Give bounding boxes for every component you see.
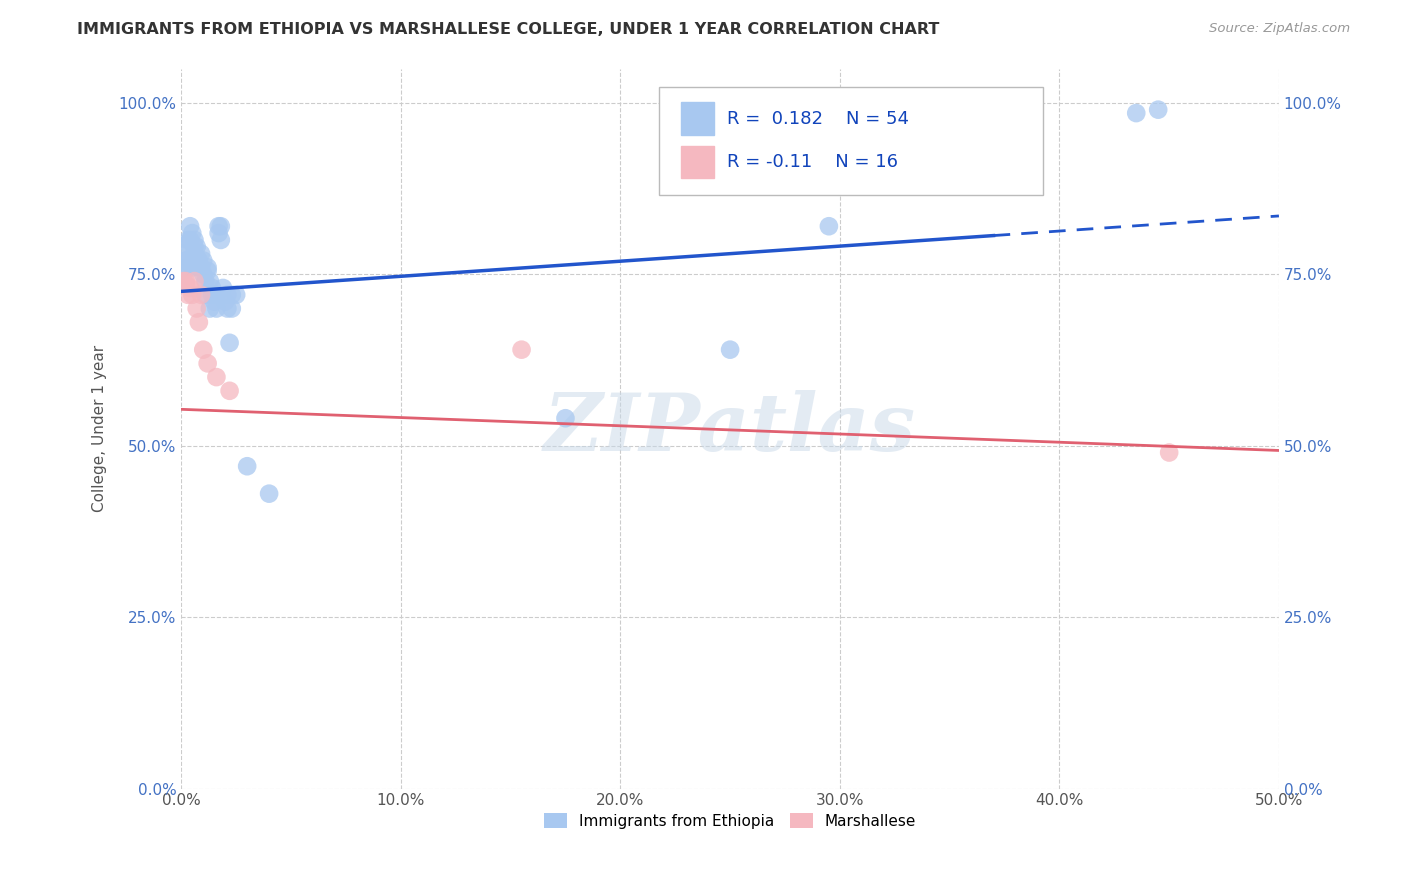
Point xyxy=(225,288,247,302)
Point xyxy=(209,219,232,234)
Point xyxy=(818,219,841,234)
Text: Source: ZipAtlas.com: Source: ZipAtlas.com xyxy=(1209,22,1350,36)
Point xyxy=(179,233,201,247)
Point xyxy=(190,288,212,302)
Bar xyxy=(681,145,714,178)
Point xyxy=(221,288,243,302)
Point xyxy=(183,274,205,288)
Point xyxy=(174,274,197,288)
Bar xyxy=(681,103,714,135)
Point xyxy=(174,246,197,260)
Point xyxy=(197,264,219,278)
Point xyxy=(181,260,204,275)
Point xyxy=(510,343,533,357)
Point xyxy=(183,246,205,260)
Point xyxy=(554,411,576,425)
Point xyxy=(179,219,201,234)
Point xyxy=(194,288,217,302)
Point xyxy=(197,260,219,275)
Text: R =  0.182    N = 54: R = 0.182 N = 54 xyxy=(727,110,908,128)
Point xyxy=(202,288,225,302)
Point xyxy=(257,486,280,500)
Point xyxy=(183,240,205,254)
Text: ZIPatlas: ZIPatlas xyxy=(544,390,917,467)
Point xyxy=(217,288,239,302)
Point xyxy=(1125,106,1147,120)
Point xyxy=(186,240,208,254)
Point xyxy=(217,301,239,316)
Point xyxy=(198,274,221,288)
Point xyxy=(205,370,228,384)
Point xyxy=(187,253,209,268)
FancyBboxPatch shape xyxy=(659,87,1043,194)
Point xyxy=(177,288,200,302)
Point xyxy=(198,301,221,316)
Point xyxy=(183,233,205,247)
Point xyxy=(174,277,197,292)
Point xyxy=(194,274,217,288)
Point xyxy=(181,288,204,302)
Point xyxy=(193,253,215,268)
Point xyxy=(186,250,208,264)
Point xyxy=(1159,445,1181,459)
Point xyxy=(236,459,259,474)
Point xyxy=(197,356,219,370)
Point xyxy=(201,281,224,295)
Point xyxy=(218,335,240,350)
Point xyxy=(193,343,215,357)
Point xyxy=(181,226,204,240)
Point xyxy=(718,343,741,357)
Point xyxy=(173,274,195,288)
Point xyxy=(205,301,228,316)
Point xyxy=(207,226,229,240)
Point xyxy=(177,260,200,275)
Point xyxy=(1147,103,1170,117)
Point xyxy=(212,281,235,295)
Point xyxy=(796,171,818,186)
Point xyxy=(202,294,225,309)
Point xyxy=(207,219,229,234)
Point xyxy=(221,301,243,316)
Point xyxy=(209,233,232,247)
Point xyxy=(201,288,224,302)
Point xyxy=(177,236,200,251)
Text: R = -0.11    N = 16: R = -0.11 N = 16 xyxy=(727,153,898,170)
Point xyxy=(193,267,215,281)
Point xyxy=(187,260,209,275)
Point xyxy=(173,253,195,268)
Point xyxy=(177,233,200,247)
Point xyxy=(214,294,236,309)
Point xyxy=(174,253,197,268)
Point xyxy=(190,260,212,275)
Y-axis label: College, Under 1 year: College, Under 1 year xyxy=(93,345,107,512)
Legend: Immigrants from Ethiopia, Marshallese: Immigrants from Ethiopia, Marshallese xyxy=(538,806,922,835)
Point xyxy=(187,315,209,329)
Point xyxy=(218,384,240,398)
Point xyxy=(190,246,212,260)
Point xyxy=(186,301,208,316)
Point xyxy=(173,264,195,278)
Point xyxy=(179,281,201,295)
Text: IMMIGRANTS FROM ETHIOPIA VS MARSHALLESE COLLEGE, UNDER 1 YEAR CORRELATION CHART: IMMIGRANTS FROM ETHIOPIA VS MARSHALLESE … xyxy=(77,22,939,37)
Point xyxy=(205,288,228,302)
